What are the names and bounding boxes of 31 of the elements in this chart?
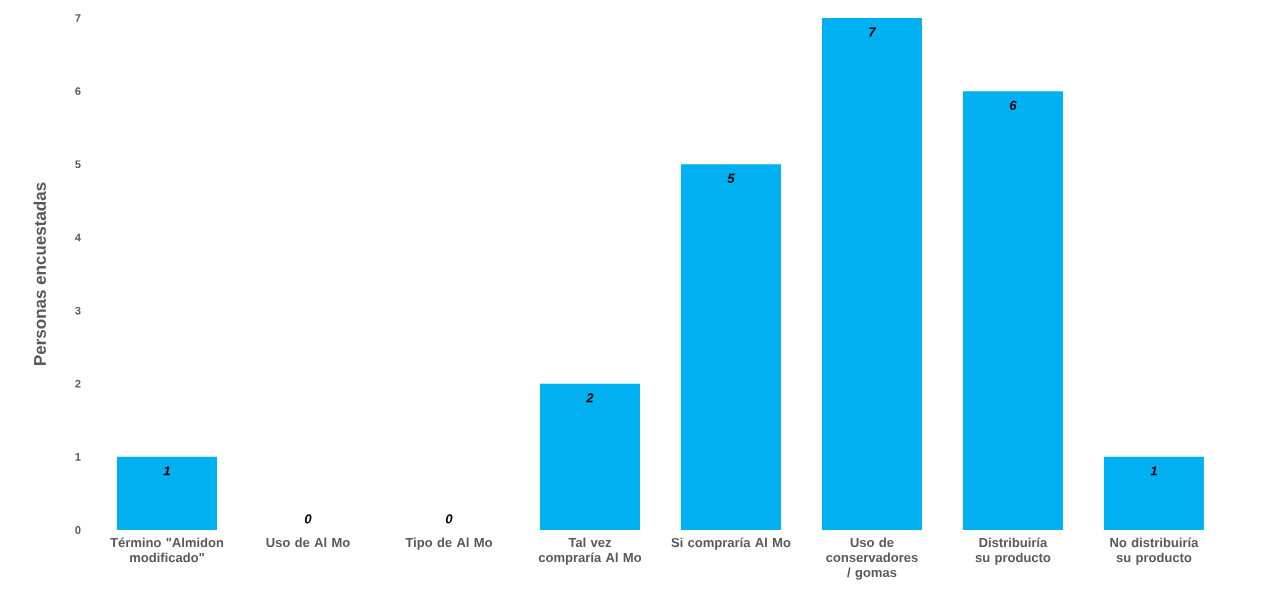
data-label: 7 [869,27,877,37]
y-tick-label: 5 [75,160,81,169]
x-tick-label: Tipo de Al Mo [405,537,493,550]
data-label: 5 [727,173,735,183]
x-tick-label: Distribuiría su producto [975,537,1051,565]
y-tick-label: 6 [75,87,81,96]
y-axis-title: Personas encuestadas [33,182,46,365]
y-tick-label: 3 [75,306,81,315]
data-label: 1 [1150,466,1157,476]
x-tick-label: Si compraría Al Mo [671,537,791,550]
data-label: 0 [304,514,312,524]
data-label: 1 [163,466,170,476]
data-label: 0 [445,514,453,524]
bar [1103,456,1204,530]
x-tick-label: Término "Almidon modificado" [110,537,224,563]
data-label: 6 [1009,100,1017,110]
x-tick-label: Tal vez compraría Al Mo [538,537,642,565]
y-tick-label: 1 [75,453,81,461]
data-label: 2 [586,393,594,403]
y-tick-label: 2 [75,379,81,388]
bar [117,456,218,530]
x-tick-label: Uso de conservadores / gomas [826,537,918,580]
y-tick-label: 0 [75,526,81,534]
bar [821,18,922,530]
y-tick-label: 7 [75,14,81,22]
y-tick-label: 4 [75,233,81,242]
bar [680,164,781,530]
x-tick-label: No distribuiría su producto [1110,537,1199,565]
bar [962,91,1063,530]
bar [539,383,640,530]
x-tick-label: Uso de Al Mo [266,537,350,548]
